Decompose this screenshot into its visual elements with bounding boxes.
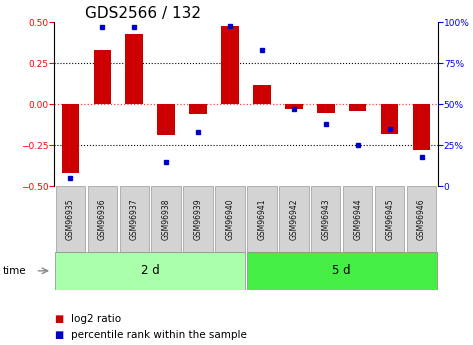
Bar <box>184 186 213 252</box>
Bar <box>215 186 245 252</box>
Bar <box>279 186 308 252</box>
Text: ■: ■ <box>54 330 64 339</box>
Text: GSM96943: GSM96943 <box>321 198 330 240</box>
Bar <box>56 186 85 252</box>
Text: log2 ratio: log2 ratio <box>71 314 121 324</box>
Text: ■: ■ <box>54 314 64 324</box>
Bar <box>125 34 143 104</box>
Bar <box>189 104 207 114</box>
Bar <box>375 186 404 252</box>
Bar <box>151 186 181 252</box>
Text: GSM96942: GSM96942 <box>289 198 298 240</box>
Text: GDS2566 / 132: GDS2566 / 132 <box>85 6 201 21</box>
Text: percentile rank within the sample: percentile rank within the sample <box>71 330 247 339</box>
Bar <box>55 252 245 290</box>
Text: GSM96945: GSM96945 <box>385 198 394 240</box>
Bar <box>247 186 277 252</box>
Bar <box>285 104 303 109</box>
Bar <box>246 252 437 290</box>
Bar <box>221 26 239 104</box>
Text: GSM96941: GSM96941 <box>257 198 266 240</box>
Bar <box>94 50 111 104</box>
Text: GSM96935: GSM96935 <box>66 198 75 240</box>
Text: GSM96940: GSM96940 <box>226 198 235 240</box>
Text: GSM96938: GSM96938 <box>162 198 171 240</box>
Bar <box>317 104 334 112</box>
Bar <box>349 104 367 111</box>
Text: GSM96946: GSM96946 <box>417 198 426 240</box>
Bar <box>253 85 271 104</box>
Text: GSM96936: GSM96936 <box>98 198 107 240</box>
Text: 5 d: 5 d <box>333 264 351 277</box>
Text: 2 d: 2 d <box>141 264 159 277</box>
Text: GSM96939: GSM96939 <box>193 198 202 240</box>
Bar <box>407 186 436 252</box>
Text: GSM96937: GSM96937 <box>130 198 139 240</box>
Bar <box>343 186 372 252</box>
Bar <box>311 186 341 252</box>
Bar <box>120 186 149 252</box>
Text: GSM96944: GSM96944 <box>353 198 362 240</box>
Bar <box>158 104 175 136</box>
Bar <box>413 104 430 150</box>
Text: time: time <box>2 266 26 276</box>
Bar <box>61 104 79 173</box>
Bar <box>381 104 398 134</box>
Bar <box>88 186 117 252</box>
